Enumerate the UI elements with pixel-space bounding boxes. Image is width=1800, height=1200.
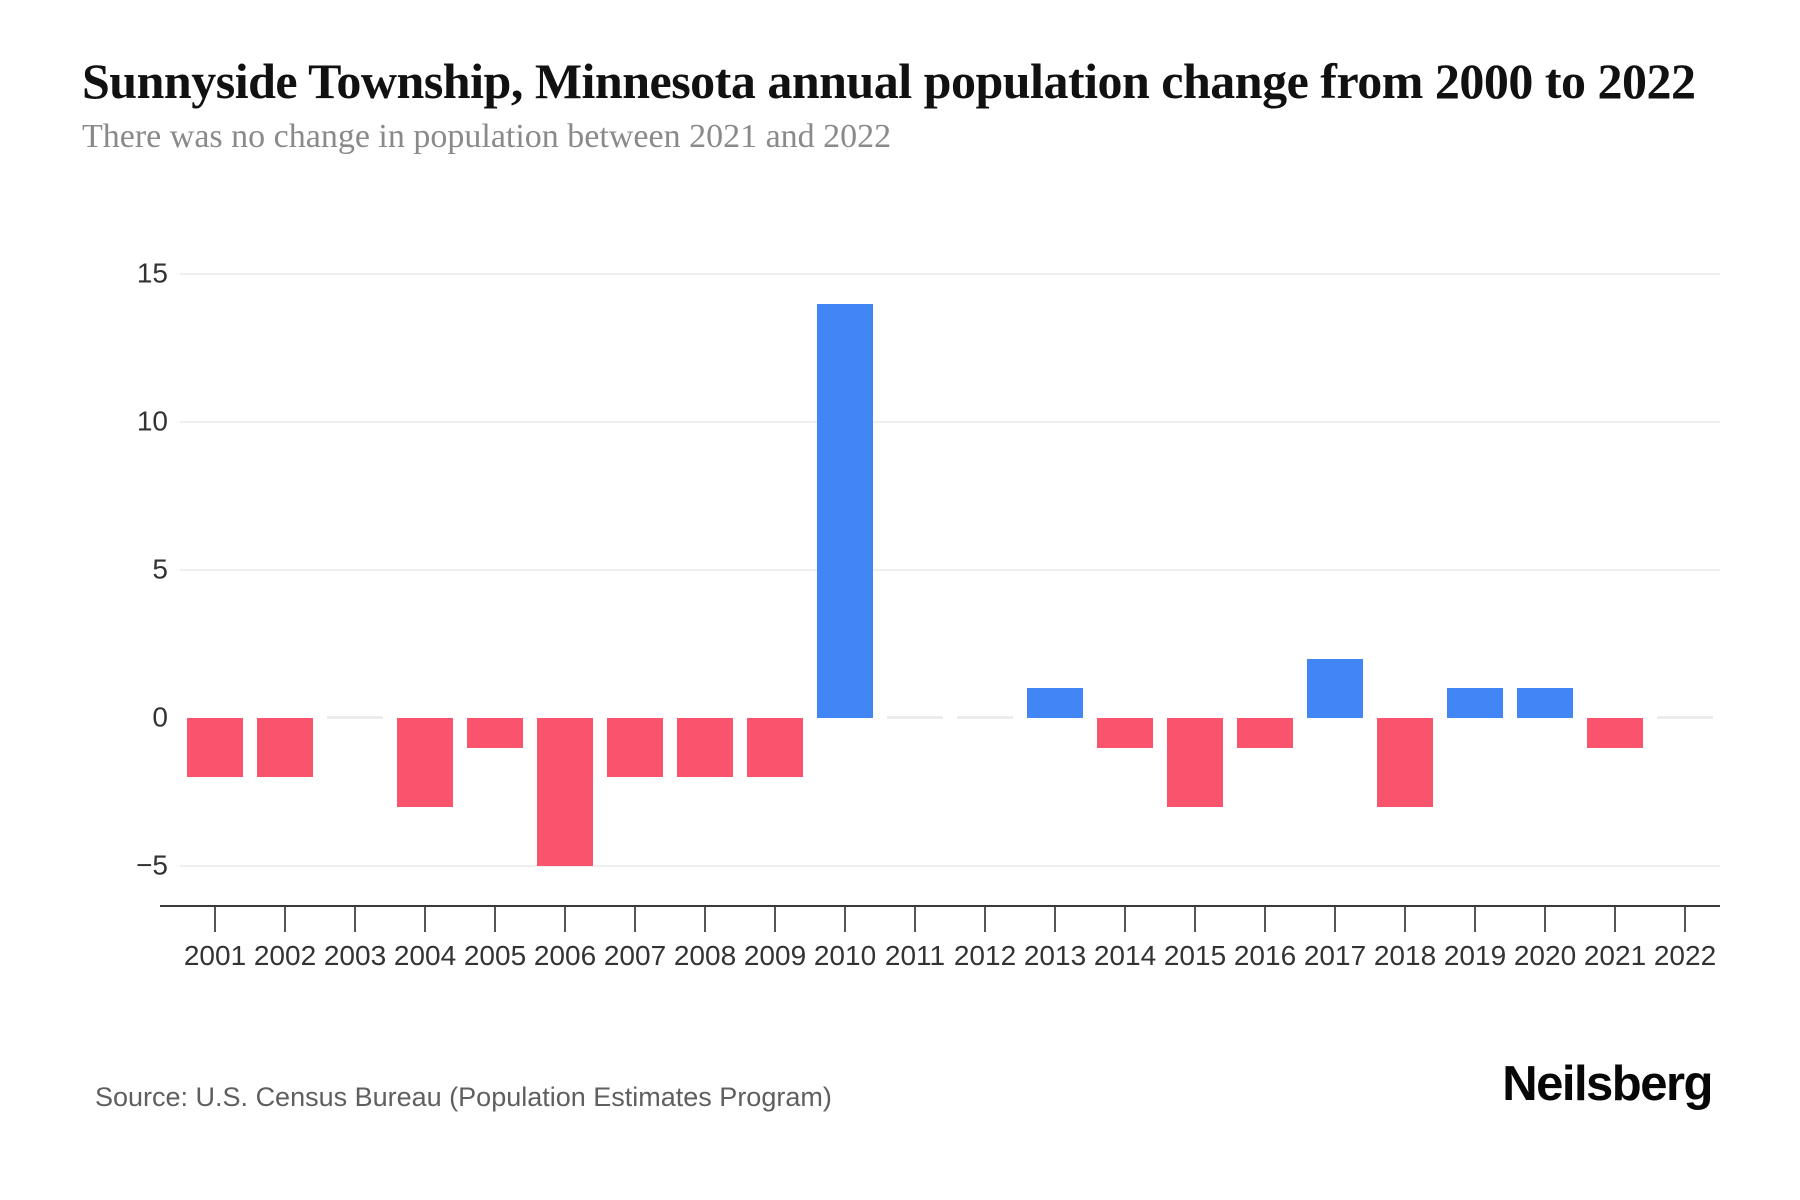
bar-2008 [677,718,733,778]
bar-2006 [537,718,593,866]
gridline-5 [180,569,1720,571]
x-tick-2007 [634,907,636,932]
x-axis-label-2003: 2003 [323,940,387,971]
x-axis-label-2006: 2006 [533,940,597,971]
gridline--5 [180,865,1720,867]
x-axis-label-2009: 2009 [743,940,807,971]
bar-2020 [1517,688,1573,718]
x-tick-2011 [914,907,916,932]
bar-2001 [187,718,243,778]
x-axis-label-2008: 2008 [673,940,737,971]
y-axis-label--5: −5 [136,849,168,881]
gridline-10 [180,421,1720,423]
bar-2019 [1447,688,1503,718]
gridline-15 [180,273,1720,275]
x-tick-2019 [1474,907,1476,932]
x-axis-label-2020: 2020 [1513,940,1577,971]
x-axis-label-2004: 2004 [393,940,457,971]
x-axis-label-2022: 2022 [1653,940,1717,971]
x-axis-label-2021: 2021 [1583,940,1647,971]
bar-2004 [397,718,453,807]
bar-2021 [1587,718,1643,748]
x-tick-2009 [774,907,776,932]
x-tick-2014 [1124,907,1126,932]
x-axis-label-2007: 2007 [603,940,667,971]
bar-2003 [327,716,383,719]
y-axis-label-0: 0 [152,701,168,733]
x-axis-label-2014: 2014 [1093,940,1157,971]
y-axis-label-10: 10 [136,405,168,437]
bar-2009 [747,718,803,778]
x-axis-label-2018: 2018 [1373,940,1437,971]
x-axis-label-2017: 2017 [1303,940,1367,971]
x-axis-label-2010: 2010 [813,940,877,971]
chart-title: Sunnyside Township, Minnesota annual pop… [82,53,1696,109]
bar-2018 [1377,718,1433,807]
x-axis-label-2011: 2011 [884,940,946,971]
x-tick-2016 [1264,907,1266,932]
x-tick-2013 [1054,907,1056,932]
x-axis-label-2001: 2001 [183,940,247,971]
x-tick-2021 [1614,907,1616,932]
x-axis-label-2019: 2019 [1443,940,1507,971]
x-tick-2005 [494,907,496,932]
chart-subtitle: There was no change in population betwee… [82,118,892,155]
bar-2007 [607,718,663,778]
x-tick-2001 [214,907,216,932]
bar-2015 [1167,718,1223,807]
x-tick-2018 [1404,907,1406,932]
x-tick-2012 [984,907,986,932]
x-axis-label-2016: 2016 [1233,940,1297,971]
brand-logo: Neilsberg [1502,1057,1713,1111]
bar-2022 [1657,716,1713,719]
x-tick-2002 [284,907,286,932]
x-tick-2015 [1194,907,1196,932]
source-note: Source: U.S. Census Bureau (Population E… [95,1082,832,1112]
bar-2010 [817,303,873,718]
y-axis-label-5: 5 [152,553,168,585]
x-tick-2003 [354,907,356,932]
bar-2002 [257,718,313,778]
x-tick-2022 [1684,907,1686,932]
x-axis-line [160,905,1720,907]
bar-2012 [957,716,1013,719]
y-axis-label-15: 15 [136,257,168,289]
bar-2017 [1307,658,1363,718]
bar-2013 [1027,688,1083,718]
x-axis-label-2013: 2013 [1023,940,1087,971]
x-axis-label-2012: 2012 [953,940,1017,971]
bar-2016 [1237,718,1293,748]
x-axis-label-2015: 2015 [1163,940,1227,971]
x-tick-2004 [424,907,426,932]
x-tick-2006 [564,907,566,932]
x-tick-2020 [1544,907,1546,932]
x-tick-2010 [844,907,846,932]
x-axis-label-2002: 2002 [253,940,317,971]
bar-2005 [467,718,523,748]
bar-2014 [1097,718,1153,748]
x-tick-2008 [704,907,706,932]
x-tick-2017 [1334,907,1336,932]
bar-2011 [887,716,943,719]
x-axis-label-2005: 2005 [463,940,527,971]
